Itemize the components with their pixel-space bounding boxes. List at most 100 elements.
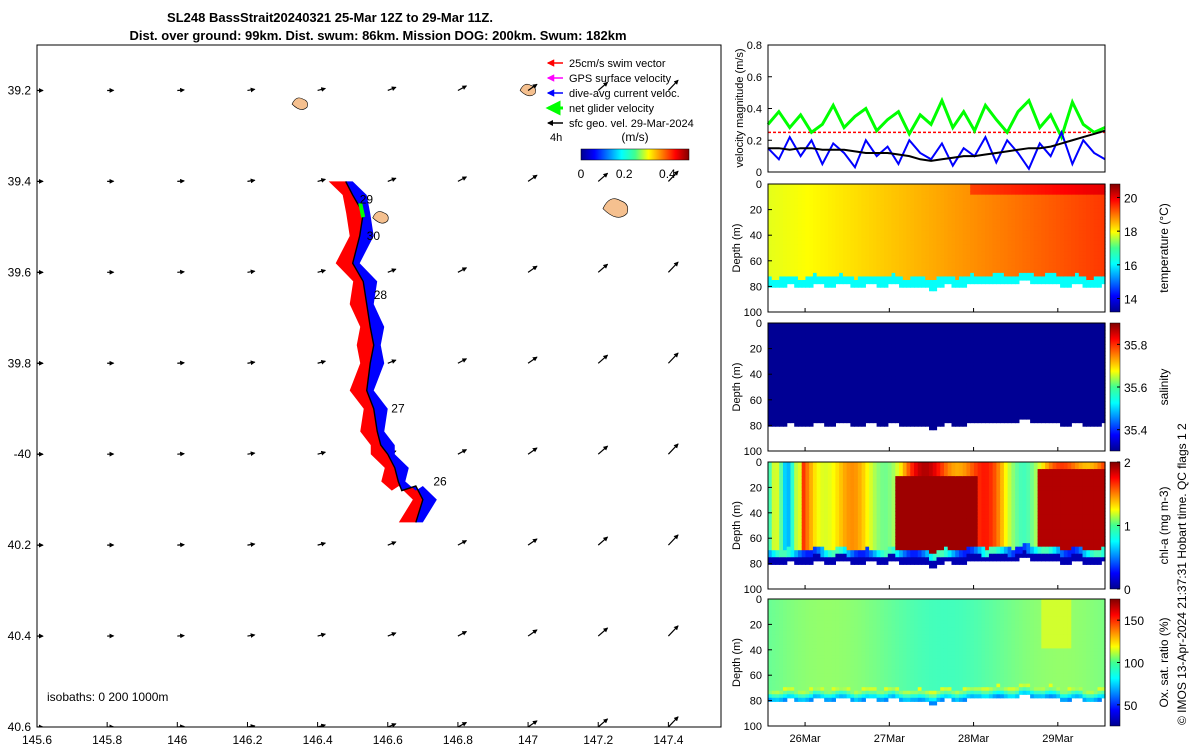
heatmap-cell [1052, 233, 1057, 238]
heatmap-cell [970, 233, 975, 238]
heatmap-cell [801, 226, 807, 231]
heatmap-cell [1075, 237, 1080, 242]
heatmap-cell [910, 216, 915, 221]
heatmap-cell [895, 272, 900, 278]
heatmap-cell [899, 230, 904, 235]
heatmap-cell [887, 187, 893, 192]
heatmap-cell [1078, 226, 1084, 231]
heatmap-cell [831, 344, 836, 349]
heatmap-cell [842, 205, 848, 210]
heatmap-cell [921, 276, 926, 281]
heatmap-cell [1097, 240, 1102, 246]
heatmap-cell [940, 369, 945, 374]
heatmap-cell [936, 355, 941, 360]
heatmap-cell [932, 269, 938, 274]
heatmap-cell [801, 272, 807, 278]
map-xtick-label: 146 [167, 733, 187, 747]
heatmap-cell [771, 265, 777, 270]
heatmap-cell [992, 383, 998, 388]
heatmap-cell [857, 216, 863, 221]
heatmap-cell [876, 369, 881, 374]
heatmap-cell [1011, 212, 1016, 217]
heatmap-cell [955, 323, 960, 328]
heatmap-cell [1037, 244, 1042, 249]
heatmap-cell [1090, 255, 1095, 260]
heatmap-cell [891, 369, 896, 374]
heatmap-cell [962, 355, 968, 360]
heatmap-cell [786, 383, 792, 388]
heatmap-cell [947, 415, 953, 420]
heatmap-cell [820, 194, 825, 199]
heatmap-cell [895, 326, 900, 331]
heatmap-cell [1018, 365, 1024, 370]
heatmap-cell [1093, 265, 1099, 270]
heatmap-cell [839, 191, 844, 196]
heatmap-cell [842, 208, 848, 214]
heatmap-cell [899, 184, 904, 189]
heatmap-cell [914, 283, 919, 288]
heatmap-cell [850, 362, 855, 367]
heatmap-cell [1063, 272, 1069, 278]
heatmap-cell [1018, 415, 1024, 420]
heatmap-cell [1082, 283, 1087, 288]
heatmap-cell [936, 223, 941, 228]
heatmap-cell [771, 362, 777, 367]
heatmap-cell [1033, 265, 1039, 270]
heatmap-cell [1007, 265, 1012, 270]
heatmap-cell [809, 233, 814, 238]
heatmap-cell [842, 330, 848, 335]
heatmap-cell [906, 276, 911, 281]
heatmap-cell [929, 223, 934, 228]
net-velocity-arrow [358, 202, 366, 218]
heatmap-cell [824, 194, 829, 199]
heatmap-cell [1056, 333, 1061, 338]
heatmap-cell [970, 390, 975, 395]
heatmap-cell [943, 390, 949, 395]
heatmap-cell [955, 351, 960, 356]
heatmap-cell [1090, 244, 1095, 249]
heatmap-cell [985, 237, 990, 242]
heatmap-cell [794, 251, 799, 256]
heatmap-cell [854, 419, 859, 424]
heatmap-cell [880, 340, 885, 345]
heatmap-cell [782, 333, 788, 338]
heatmap-cell [1041, 333, 1046, 338]
heatmap-cell [1026, 379, 1031, 385]
geo-velocity-arrow [667, 352, 679, 364]
map-xtick-label: 147.4 [653, 733, 683, 747]
heatmap-cell [824, 187, 829, 192]
heatmap-cell [1056, 262, 1061, 267]
heatmap-cell [936, 404, 941, 409]
heatmap-cell [824, 383, 829, 388]
heatmap-cell [831, 205, 836, 210]
heatmap-cell [966, 194, 971, 199]
heatmap-cell [1052, 226, 1057, 231]
heatmap-cell [869, 248, 874, 253]
heatmap-cell [869, 372, 874, 377]
heatmap-cell [921, 372, 926, 377]
heatmap-cell [801, 401, 807, 406]
heatmap-cell [1056, 383, 1061, 388]
heatmap-cell [936, 233, 941, 238]
heatmap-cell [992, 276, 998, 281]
heatmap-cell [1007, 258, 1012, 263]
heatmap-cell [1015, 201, 1020, 206]
heatmap-cell [891, 337, 896, 342]
heatmap-cell [962, 280, 968, 285]
heatmap-cell [932, 237, 938, 242]
heatmap-cell [902, 201, 908, 206]
heatmap-cell [835, 255, 840, 260]
heatmap-cell [921, 255, 926, 260]
heatmap-cell [801, 198, 807, 203]
heatmap-cell [827, 411, 833, 417]
heatmap-cell [790, 212, 795, 217]
colorbar-tick-label: 20 [1124, 191, 1138, 205]
heatmap-cell [1030, 390, 1035, 395]
heatmap-cell [768, 276, 773, 281]
heatmap-cell [794, 184, 799, 189]
heatmap-cell [1022, 251, 1027, 256]
heatmap-cell [771, 237, 777, 242]
heatmap-cell [1022, 198, 1027, 203]
heatmap-cell [932, 265, 938, 270]
heatmap-cell [850, 326, 855, 331]
